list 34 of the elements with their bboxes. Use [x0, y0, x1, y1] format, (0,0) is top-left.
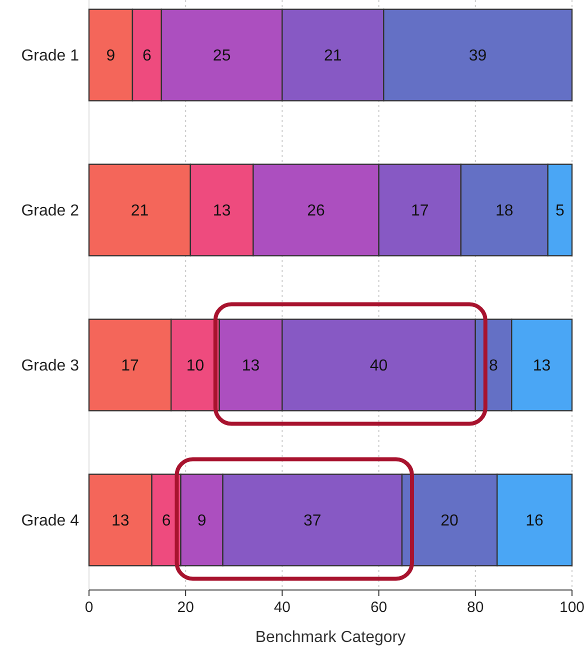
data-label: 10 — [186, 358, 204, 375]
x-tick-label: 100 — [559, 599, 585, 616]
data-label: 17 — [410, 202, 429, 220]
data-label: 8 — [489, 358, 498, 375]
data-label: 13 — [212, 202, 231, 220]
data-label: 6 — [142, 48, 152, 65]
data-label: 6 — [162, 512, 171, 530]
data-label: 5 — [555, 202, 564, 220]
data-label: 25 — [212, 48, 231, 65]
x-axis-title: Benchmark Category — [255, 629, 406, 646]
data-label: 39 — [468, 48, 487, 65]
y-tick-label: Grade 4 — [21, 512, 80, 530]
x-tick-label: 0 — [84, 599, 94, 616]
data-label: 17 — [121, 358, 140, 375]
x-tick-label: 40 — [274, 599, 291, 616]
y-tick-label: Grade 3 — [21, 358, 80, 375]
data-label: 40 — [370, 358, 388, 375]
x-tick-label: 80 — [467, 599, 484, 616]
data-label: 16 — [526, 512, 544, 530]
data-label: 9 — [106, 48, 116, 65]
y-tick-label: Grade 1 — [21, 48, 80, 65]
data-label: 13 — [532, 358, 551, 375]
x-tick-label: 20 — [177, 599, 194, 616]
y-tick-label: Grade 2 — [21, 202, 80, 220]
data-label: 18 — [495, 202, 514, 220]
data-label: 26 — [307, 202, 326, 220]
data-label: 21 — [130, 202, 149, 220]
data-label: 21 — [324, 48, 342, 65]
data-label: 13 — [242, 358, 260, 375]
data-label: 37 — [303, 512, 322, 530]
data-label: 13 — [111, 512, 130, 530]
data-label: 20 — [440, 512, 459, 530]
data-label: 9 — [197, 512, 206, 530]
x-tick-label: 60 — [370, 599, 388, 616]
